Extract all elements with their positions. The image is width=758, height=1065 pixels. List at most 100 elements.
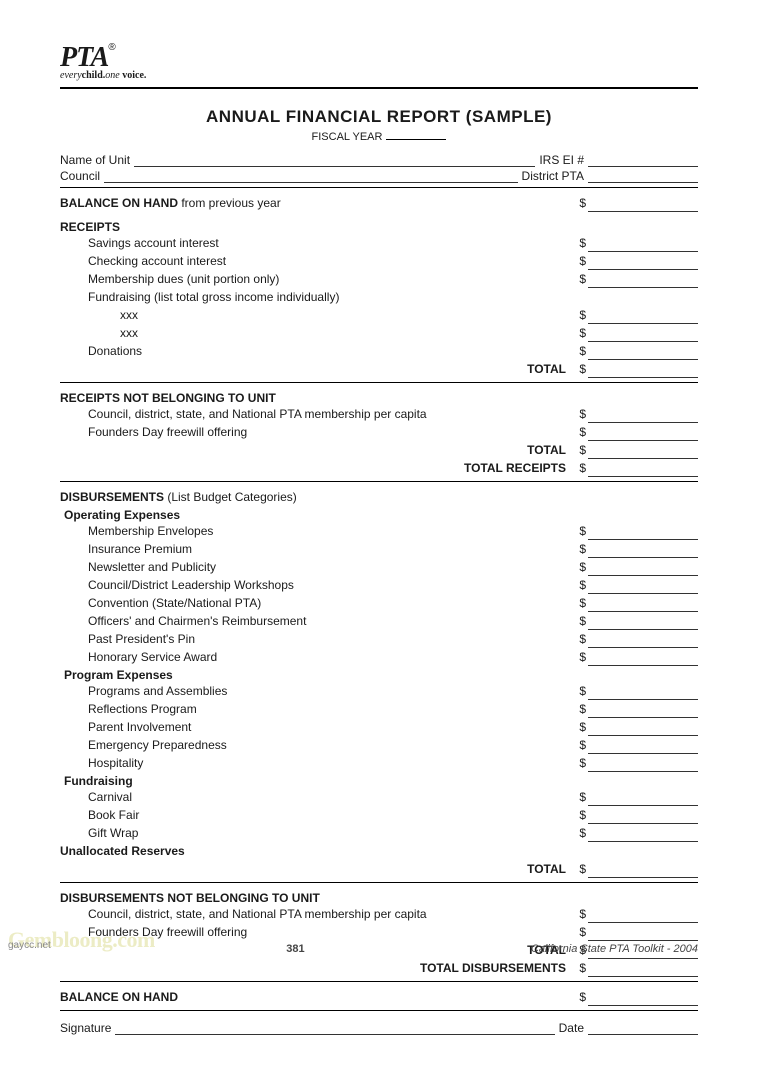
item-label: Reflections Program — [60, 700, 197, 718]
item-label: Council/District Leadership Workshops — [60, 576, 294, 594]
dollar-sign: $ — [572, 306, 586, 324]
line-item: Council/District Leadership Workshops$ — [60, 576, 698, 594]
item-label: Emergency Preparedness — [60, 736, 227, 754]
receipts-not-unit-section: RECEIPTS NOT BELONGING TO UNIT Council, … — [60, 391, 698, 477]
line-item: Parent Involvement$ — [60, 718, 698, 736]
header-rule — [60, 87, 698, 89]
amount-blank — [588, 866, 698, 878]
item-label: Council, district, state, and National P… — [60, 405, 427, 423]
document-title: ANNUAL FINANCIAL REPORT (SAMPLE) — [60, 107, 698, 127]
dollar-sign: $ — [572, 270, 586, 288]
dollar-sign: $ — [572, 736, 586, 754]
disbursements-section: DISBURSEMENTS (List Budget Categories)$ … — [60, 488, 698, 878]
balance-prev-bold: BALANCE ON HAND — [60, 196, 178, 210]
item-label: Donations — [60, 342, 142, 360]
dollar-sign: $ — [572, 612, 586, 630]
dollar-sign: $ — [572, 522, 586, 540]
total-label: TOTAL — [527, 360, 572, 378]
header-row-2: Council District PTA — [60, 169, 698, 183]
item-label: Founders Day freewill offering — [60, 423, 247, 441]
balance-prev-rest: from previous year — [178, 196, 281, 210]
amount-blank — [588, 240, 698, 252]
amount-blank — [588, 600, 698, 612]
section-rule — [60, 882, 698, 883]
item-label: Fundraising (list total gross income ind… — [60, 288, 339, 306]
line-item: Donations $ — [60, 342, 698, 360]
council-label: Council — [60, 169, 100, 183]
disb-not-unit-section: DISBURSEMENTS NOT BELONGING TO UNIT Coun… — [60, 891, 698, 977]
total-line: TOTAL$ — [60, 360, 698, 378]
item-label: Book Fair — [60, 806, 139, 824]
dollar-sign: $ — [572, 360, 586, 378]
program-heading: Program Expenses — [60, 668, 698, 682]
amount-blank — [588, 688, 698, 700]
amount-blank — [588, 546, 698, 558]
line-item: Honorary Service Award$ — [60, 648, 698, 666]
dollar-sign: $ — [572, 342, 586, 360]
dollar-sign: $ — [572, 700, 586, 718]
signature-row: Signature Date — [60, 1021, 698, 1035]
tagline-part: voice. — [122, 70, 146, 81]
dollar-sign: $ — [572, 423, 586, 441]
amount-blank — [588, 794, 698, 806]
amount-blank — [588, 618, 698, 630]
header-fields: Name of Unit IRS EI # Council District P… — [60, 153, 698, 183]
total-label: TOTAL — [527, 441, 572, 459]
line-item: xxx $ — [60, 306, 698, 324]
total-label: TOTAL — [527, 860, 572, 878]
dollar-sign: $ — [572, 594, 586, 612]
date-blank — [588, 1023, 698, 1035]
council-blank — [104, 171, 518, 183]
line-item: Book Fair$ — [60, 806, 698, 824]
item-label: Programs and Assemblies — [60, 682, 227, 700]
line-item: Emergency Preparedness $ — [60, 736, 698, 754]
dollar-sign: $ — [572, 441, 586, 459]
registered-mark: ® — [108, 42, 115, 53]
dollar-sign: $ — [572, 630, 586, 648]
dollar-sign: $ — [572, 405, 586, 423]
item-label: Parent Involvement — [60, 718, 191, 736]
amount-blank — [588, 812, 698, 824]
footer-right: California State PTA Toolkit - 2004 — [531, 943, 698, 955]
line-item: Officers' and Chairmen's Reimbursement$ — [60, 612, 698, 630]
amount-blank — [588, 330, 698, 342]
amount-blank — [588, 636, 698, 648]
item-label: xxx — [60, 306, 138, 324]
line-item: Convention (State/National PTA)$ — [60, 594, 698, 612]
amount-blank — [588, 706, 698, 718]
line-item: Programs and Assemblies$ — [60, 682, 698, 700]
date-label: Date — [559, 1021, 584, 1035]
item-label: Past President's Pin — [60, 630, 195, 648]
unallocated-label: Unallocated Reserves — [60, 842, 185, 860]
logo-text: PTA — [60, 42, 108, 73]
amount-blank — [588, 929, 698, 941]
operating-heading: Operating Expenses — [60, 508, 698, 522]
item-label: Savings account interest — [60, 234, 219, 252]
unallocated-heading: Unallocated Reserves$ — [60, 842, 698, 860]
item-label: Honorary Service Award — [60, 648, 217, 666]
document-page: PTA® everychild.one voice. ANNUAL FINANC… — [0, 0, 758, 1065]
line-item: Reflections Program $ — [60, 700, 698, 718]
irs-ei-label: IRS EI # — [539, 153, 584, 167]
dollar-sign: $ — [572, 860, 586, 878]
item-label: Gift Wrap — [60, 824, 138, 842]
dollar-sign: $ — [572, 540, 586, 558]
line-item: Checking account interest$ — [60, 252, 698, 270]
amount-blank — [588, 760, 698, 772]
section-rule — [60, 187, 698, 188]
amount-blank — [588, 411, 698, 423]
amount-blank — [588, 276, 698, 288]
amount-blank — [588, 965, 698, 977]
total-receipts-line: TOTAL RECEIPTS$ — [60, 459, 698, 477]
dollar-sign: $ — [572, 788, 586, 806]
item-label: Membership dues (unit portion only) — [60, 270, 279, 288]
dollar-sign: $ — [572, 459, 586, 477]
total-receipts-label: TOTAL RECEIPTS — [464, 459, 572, 477]
line-item: Newsletter and Publicity$ — [60, 558, 698, 576]
total-disb-line: TOTAL DISBURSEMENTS$ — [60, 959, 698, 977]
item-label: Newsletter and Publicity — [60, 558, 216, 576]
fiscal-blank — [386, 139, 446, 140]
dollar-sign: $ — [572, 824, 586, 842]
line-item: Fundraising (list total gross income ind… — [60, 288, 698, 306]
footer-left-overlay: gaycc.net — [8, 940, 51, 951]
